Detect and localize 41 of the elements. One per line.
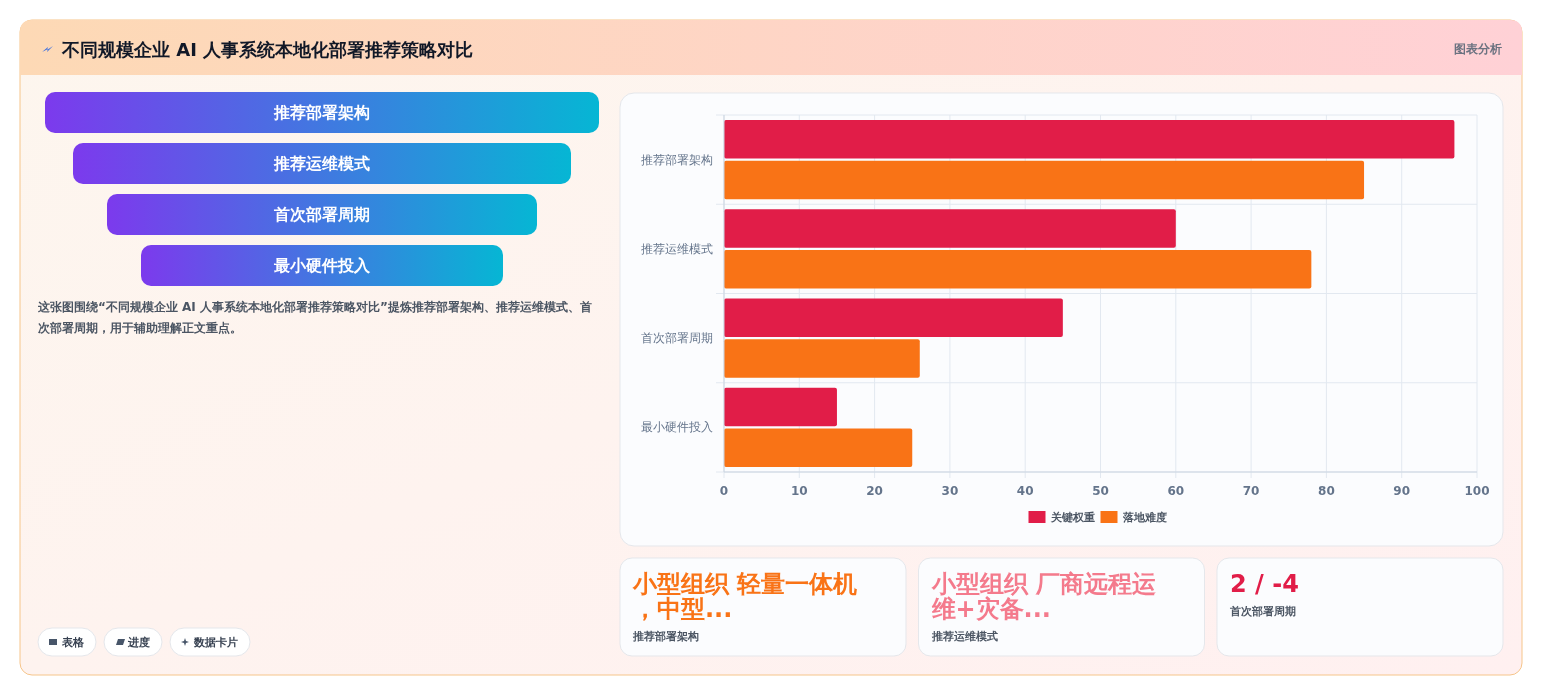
bar (724, 428, 913, 468)
text: 不同规模企业 AI 人事系统本地化部署推荐策略对比 (61, 39, 474, 60)
category-label: 首次部署周期 (273, 205, 370, 224)
bar (724, 387, 837, 427)
x-tick-label: 10 (790, 484, 808, 498)
text: 小型组织 轻量一体机，中型... (632, 570, 858, 623)
bar (724, 209, 1176, 248)
category-label: 推荐部署架构 (273, 103, 370, 122)
text: 小型组织 厂商远程运维+灾备... (930, 570, 1156, 623)
text: 这张图围绕“不同规模企业 AI 人事系统本地化部署推荐策略对比”提炼推荐部署架构、推荐运维模式、首次部署周期，用于辅助理解正文重点。 (37, 300, 592, 335)
text: 图表分析 (1454, 42, 1502, 56)
x-tick-label: 0 (719, 484, 729, 498)
y-tick-label: 推荐运维模式 (641, 241, 713, 256)
bar (724, 339, 920, 378)
x-tick-label: 40 (1016, 484, 1034, 498)
x-tick-label: 60 (1167, 484, 1185, 498)
text: 2 / -4 (1230, 570, 1299, 598)
y-tick-label: 首次部署周期 (641, 331, 713, 346)
bar (724, 160, 1365, 200)
text: 数据卡片 (193, 636, 238, 649)
x-tick-label: 100 (1464, 484, 1490, 498)
text: 首次部署周期 (1229, 605, 1296, 618)
y-tick-label: 推荐部署架构 (641, 152, 713, 167)
x-tick-label: 80 (1318, 484, 1335, 498)
x-tick-label: 20 (866, 484, 883, 498)
bar (724, 249, 1312, 289)
text: 推荐部署架构 (632, 630, 699, 643)
category-label: 推荐运维模式 (273, 154, 370, 173)
x-tick-label: 70 (1242, 484, 1260, 498)
legend-label: 落地难度 (1121, 511, 1167, 524)
x-tick-label: 30 (941, 484, 959, 498)
y-tick-label: 最小硬件投入 (641, 420, 713, 435)
text: 进度 (127, 636, 150, 649)
category-label: 最小硬件投入 (273, 256, 371, 275)
bar (724, 298, 1063, 338)
x-tick-label: 50 (1092, 484, 1109, 498)
text: 表格 (61, 636, 85, 649)
x-tick-label: 90 (1393, 484, 1411, 498)
bar (724, 119, 1455, 159)
legend-label: 关键权重 (1049, 511, 1095, 524)
text: 推荐运维模式 (930, 630, 998, 643)
